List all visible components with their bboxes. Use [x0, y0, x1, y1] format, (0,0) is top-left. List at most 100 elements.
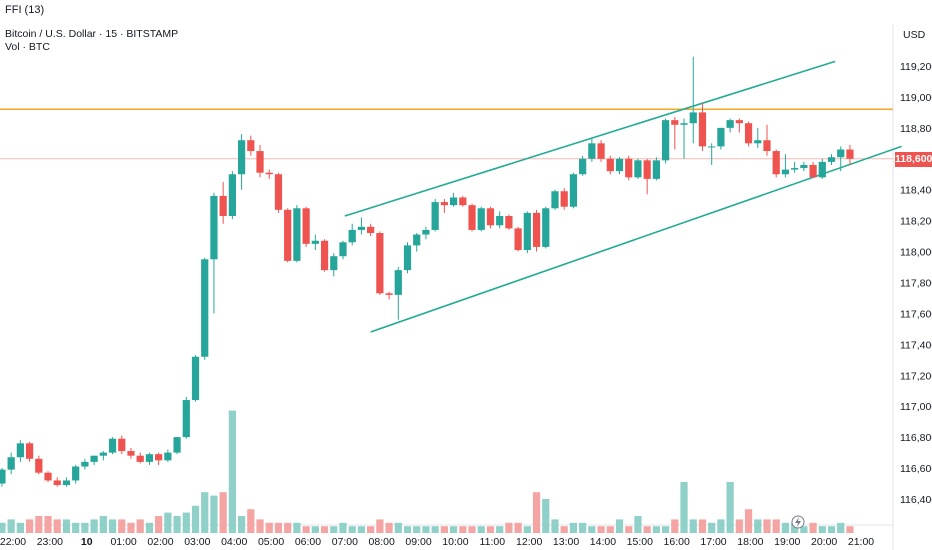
- volume-bar: [551, 519, 559, 533]
- candle-body: [468, 205, 476, 230]
- candle: [477, 206, 485, 232]
- candle: [440, 198, 448, 213]
- candle-body: [781, 169, 790, 175]
- volume-bar: [44, 516, 52, 533]
- candle: [0, 468, 6, 487]
- candle: [532, 209, 541, 252]
- candle-body: [72, 466, 80, 481]
- y-tick-label: 117,800: [900, 278, 932, 290]
- x-tick-label: 19:00: [774, 536, 800, 548]
- currency-label[interactable]: USD: [903, 29, 926, 41]
- chart-canvas[interactable]: 119,200 119,000 118,800 118,600 118,400 118,2…: [0, 24, 932, 550]
- candle: [357, 217, 366, 235]
- candle: [579, 155, 587, 176]
- volume-bar: [53, 519, 61, 533]
- candle: [542, 206, 550, 249]
- x-tick-label: 05:00: [258, 536, 284, 548]
- y-tick-label: 118,400: [900, 185, 932, 197]
- volume-bar: [486, 526, 495, 533]
- candle-body: [247, 140, 255, 152]
- candle: [81, 458, 89, 470]
- y-tick-label: 118,200: [900, 216, 932, 228]
- candle-body: [827, 157, 836, 162]
- y-tick-label: 116,800: [900, 432, 932, 444]
- candle: [431, 198, 439, 232]
- candle: [818, 158, 826, 179]
- candle-body: [708, 146, 716, 148]
- candle: [726, 118, 734, 133]
- volume-bar: [569, 522, 578, 533]
- volume-bar: [256, 519, 264, 533]
- volume-bar: [265, 522, 273, 533]
- volume-bar: [118, 519, 126, 533]
- indicator-badge[interactable]: FFI (13): [5, 4, 45, 16]
- candle-body: [53, 480, 61, 486]
- candle-body: [155, 454, 163, 461]
- candle-body: [99, 452, 107, 456]
- candle-body: [744, 123, 753, 144]
- y-tick-label: 117,000: [900, 401, 932, 413]
- x-tick-label: 15:00: [627, 536, 653, 548]
- candle-body: [403, 245, 412, 271]
- volume-bar: [735, 519, 743, 533]
- candle: [35, 455, 43, 475]
- candle: [25, 441, 34, 462]
- candle-body: [523, 212, 531, 251]
- candle: [606, 155, 614, 175]
- candle-body: [791, 168, 799, 170]
- volume-bar: [827, 526, 836, 533]
- candle: [413, 233, 421, 252]
- volume-bar: [320, 526, 329, 533]
- candle: [265, 169, 273, 179]
- candle: [459, 195, 467, 207]
- candle: [16, 440, 24, 462]
- candle-body: [606, 158, 614, 172]
- candle: [763, 124, 771, 156]
- candle: [523, 211, 531, 254]
- candle-body: [145, 454, 154, 462]
- candle-body: [127, 451, 135, 456]
- volume-bar: [422, 526, 430, 533]
- candle: [376, 231, 384, 295]
- x-tick-label: 20:00: [811, 536, 837, 548]
- candle: [634, 158, 642, 179]
- candle-body: [809, 164, 817, 178]
- volume-bar: [25, 519, 34, 533]
- volume-bar: [449, 526, 458, 533]
- candle: [182, 396, 190, 439]
- candle: [247, 135, 255, 156]
- candle-body: [818, 161, 826, 178]
- candle-body: [339, 242, 347, 257]
- candle: [228, 171, 236, 220]
- symbol-title[interactable]: Bitcoin / U.S. Dollar · 15 · BITSTAMP: [5, 28, 179, 40]
- candle: [597, 140, 605, 162]
- candle: [284, 208, 292, 263]
- volume-bar: [496, 526, 504, 533]
- volume-bar: [763, 519, 771, 533]
- candle: [44, 471, 52, 482]
- candle-body: [357, 226, 366, 230]
- candle-body: [7, 457, 15, 470]
- candle-body: [182, 400, 190, 438]
- candle: [367, 223, 375, 237]
- volume-bar: [477, 526, 485, 533]
- x-tick-label: 10: [81, 536, 93, 548]
- candle: [486, 206, 495, 229]
- candle-body: [588, 143, 596, 159]
- volume-bar: [431, 526, 439, 533]
- candle: [569, 172, 578, 209]
- candle-body: [136, 455, 144, 462]
- volume-bar: [394, 522, 402, 533]
- candle: [320, 239, 329, 272]
- volume-legend[interactable]: Vol · BTC: [5, 41, 50, 53]
- candle-body: [62, 480, 71, 486]
- candle-body: [717, 127, 725, 147]
- volume-bar: [311, 526, 319, 533]
- candle: [671, 117, 679, 150]
- candle: [7, 452, 15, 475]
- candle-body: [274, 174, 283, 210]
- candle: [311, 234, 319, 251]
- candle-body: [579, 158, 587, 175]
- volume-bar: [800, 526, 808, 533]
- volume-bar: [72, 522, 80, 533]
